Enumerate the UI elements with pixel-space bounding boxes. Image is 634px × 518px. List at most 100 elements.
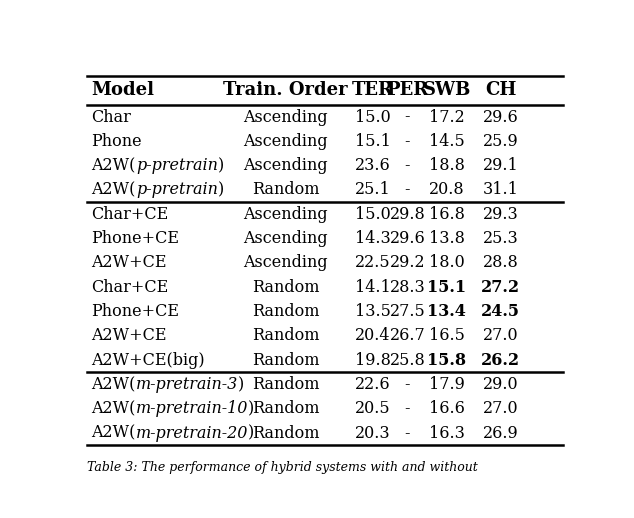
Text: 28.3: 28.3 [390,279,425,296]
Text: 25.3: 25.3 [483,230,519,247]
Text: SWB: SWB [423,81,471,99]
Text: Phone+CE: Phone+CE [91,230,179,247]
Text: 25.1: 25.1 [355,181,391,198]
Text: A2W(: A2W( [91,400,136,418]
Text: 16.3: 16.3 [429,425,465,442]
Text: A2W+CE(big): A2W+CE(big) [91,352,205,369]
Text: 15.8: 15.8 [427,352,467,369]
Text: 25.8: 25.8 [390,352,425,369]
Text: -: - [404,376,410,393]
Text: 13.5: 13.5 [355,303,391,320]
Text: ): ) [249,425,254,442]
Text: Ascending: Ascending [243,157,328,174]
Text: 20.5: 20.5 [355,400,391,418]
Text: -: - [404,133,410,150]
Text: 16.6: 16.6 [429,400,465,418]
Text: 29.6: 29.6 [390,230,425,247]
Text: m-pretrain-10: m-pretrain-10 [136,400,249,418]
Text: -: - [404,400,410,418]
Text: 14.3: 14.3 [355,230,391,247]
Text: -: - [404,181,410,198]
Text: -: - [404,108,410,125]
Text: Random: Random [252,327,320,344]
Text: 24.5: 24.5 [481,303,521,320]
Text: 29.2: 29.2 [390,254,425,271]
Text: CH: CH [485,81,517,99]
Text: m-pretrain-20: m-pretrain-20 [136,425,249,442]
Text: Char+CE: Char+CE [91,206,169,223]
Text: m-pretrain-3: m-pretrain-3 [136,376,238,393]
Text: Ascending: Ascending [243,133,328,150]
Text: 20.4: 20.4 [355,327,391,344]
Text: 29.3: 29.3 [483,206,519,223]
Text: 26.9: 26.9 [483,425,519,442]
Text: A2W(: A2W( [91,157,136,174]
Text: 14.1: 14.1 [355,279,391,296]
Text: Random: Random [252,352,320,369]
Text: 16.8: 16.8 [429,206,465,223]
Text: -: - [404,157,410,174]
Text: ): ) [218,157,224,174]
Text: Ascending: Ascending [243,230,328,247]
Text: A2W+CE: A2W+CE [91,254,167,271]
Text: Random: Random [252,400,320,418]
Text: 19.8: 19.8 [355,352,391,369]
Text: 31.1: 31.1 [483,181,519,198]
Text: p-pretrain: p-pretrain [136,157,218,174]
Text: 20.8: 20.8 [429,181,465,198]
Text: Char+CE: Char+CE [91,279,169,296]
Text: -: - [404,425,410,442]
Text: 27.0: 27.0 [483,327,519,344]
Text: 26.2: 26.2 [481,352,521,369]
Text: Random: Random [252,181,320,198]
Text: Phone+CE: Phone+CE [91,303,179,320]
Text: 26.7: 26.7 [390,327,425,344]
Text: Train. Order: Train. Order [223,81,348,99]
Text: p-pretrain: p-pretrain [136,181,218,198]
Text: A2W(: A2W( [91,425,136,442]
Text: A2W+CE: A2W+CE [91,327,167,344]
Text: Phone: Phone [91,133,142,150]
Text: 27.5: 27.5 [390,303,425,320]
Text: 13.4: 13.4 [427,303,466,320]
Text: 25.9: 25.9 [483,133,519,150]
Text: PER: PER [386,81,429,99]
Text: 15.0: 15.0 [355,206,391,223]
Text: 27.2: 27.2 [481,279,521,296]
Text: 17.2: 17.2 [429,108,465,125]
Text: 13.8: 13.8 [429,230,465,247]
Text: 29.8: 29.8 [390,206,425,223]
Text: 29.0: 29.0 [483,376,519,393]
Text: 22.6: 22.6 [355,376,391,393]
Text: 17.9: 17.9 [429,376,465,393]
Text: Table 3: The performance of hybrid systems with and without: Table 3: The performance of hybrid syste… [87,462,477,474]
Text: ): ) [218,181,224,198]
Text: 28.8: 28.8 [483,254,519,271]
Text: 16.5: 16.5 [429,327,465,344]
Text: TER: TER [352,81,394,99]
Text: Random: Random [252,303,320,320]
Text: 18.0: 18.0 [429,254,465,271]
Text: A2W(: A2W( [91,376,136,393]
Text: Random: Random [252,376,320,393]
Text: Char: Char [91,108,131,125]
Text: 15.1: 15.1 [427,279,467,296]
Text: Ascending: Ascending [243,254,328,271]
Text: 23.6: 23.6 [355,157,391,174]
Text: ): ) [249,400,254,418]
Text: 14.5: 14.5 [429,133,465,150]
Text: 29.1: 29.1 [483,157,519,174]
Text: 15.1: 15.1 [355,133,391,150]
Text: Ascending: Ascending [243,206,328,223]
Text: Random: Random [252,425,320,442]
Text: 22.5: 22.5 [355,254,391,271]
Text: Model: Model [91,81,155,99]
Text: 27.0: 27.0 [483,400,519,418]
Text: ): ) [238,376,245,393]
Text: 29.6: 29.6 [483,108,519,125]
Text: Random: Random [252,279,320,296]
Text: Ascending: Ascending [243,108,328,125]
Text: 18.8: 18.8 [429,157,465,174]
Text: A2W(: A2W( [91,181,136,198]
Text: 20.3: 20.3 [355,425,391,442]
